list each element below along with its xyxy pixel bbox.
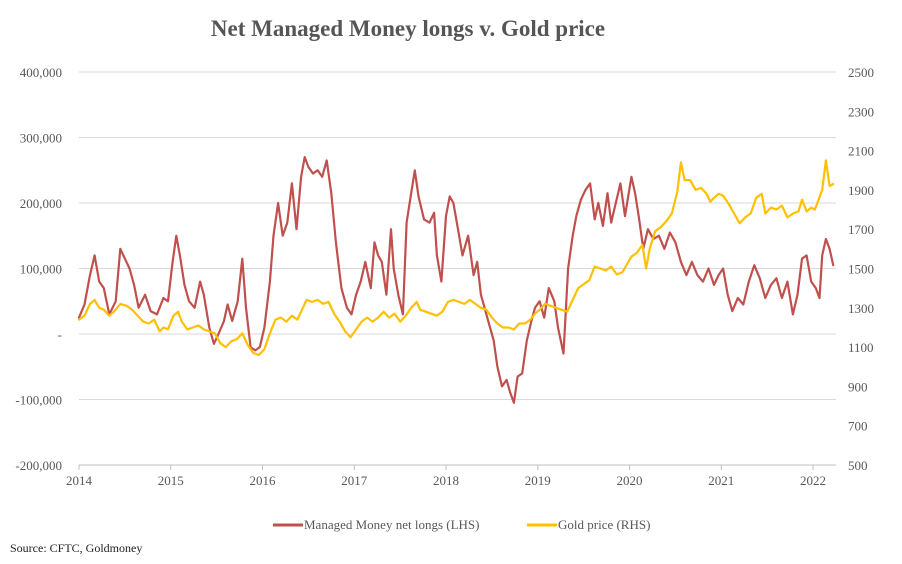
left-tick-label: -100,000 [15,393,62,408]
right-tick-label: 1500 [848,262,874,277]
x-axis-ticks: 2014 2015 2016 2017 2018 2019 2020 2021 2022 [66,465,826,488]
right-tick-label: 500 [848,458,868,473]
gridlines [79,71,836,400]
right-tick-label: 1100 [848,340,874,355]
left-tick-label: 300,000 [20,131,62,146]
right-tick-label: 1700 [848,222,874,237]
right-tick-label: 1300 [848,301,874,316]
left-tick-label: 400,000 [20,65,62,80]
x-tick-label: 2021 [708,473,734,488]
left-tick-label: - [58,327,62,342]
right-axis-ticks: 500 700 900 1100 1300 1500 1700 1900 2100 2300 250… [848,65,874,473]
x-tick-label: 2018 [433,473,459,488]
right-tick-label: 2100 [848,144,874,159]
source-note: Source: CFTC, Goldmoney [10,541,143,555]
left-tick-label: -200,000 [15,458,62,473]
left-axis-ticks: -200,000-100,000-100,000200,000300,00040… [15,65,62,473]
series-layer [77,156,835,404]
legend-label-managed-money: Managed Money net longs (LHS) [304,517,479,532]
right-tick-label: 2500 [848,65,874,80]
x-tick-label: 2015 [158,473,184,488]
right-tick-label: 2300 [848,104,874,119]
right-tick-label: 700 [848,419,868,434]
series-line-managed-money [77,156,835,404]
legend-item-gold-price: Gold price (RHS) [527,517,650,532]
x-tick-label: 2014 [66,473,93,488]
x-tick-label: 2022 [800,473,826,488]
right-tick-label: 900 [848,379,868,394]
legend-label-gold-price: Gold price (RHS) [558,517,650,532]
series-line-gold-price [77,159,835,357]
x-tick-label: 2016 [250,473,277,488]
chart-title: Net Managed Money longs v. Gold price [211,16,605,41]
left-tick-label: 200,000 [20,196,62,211]
x-tick-label: 2019 [525,473,551,488]
legend-item-managed-money: Managed Money net longs (LHS) [273,517,479,532]
legend: Managed Money net longs (LHS) Gold price… [273,517,650,532]
x-tick-label: 2020 [617,473,643,488]
right-tick-label: 1900 [848,183,874,198]
left-tick-label: 100,000 [20,262,62,277]
x-tick-label: 2017 [341,473,368,488]
